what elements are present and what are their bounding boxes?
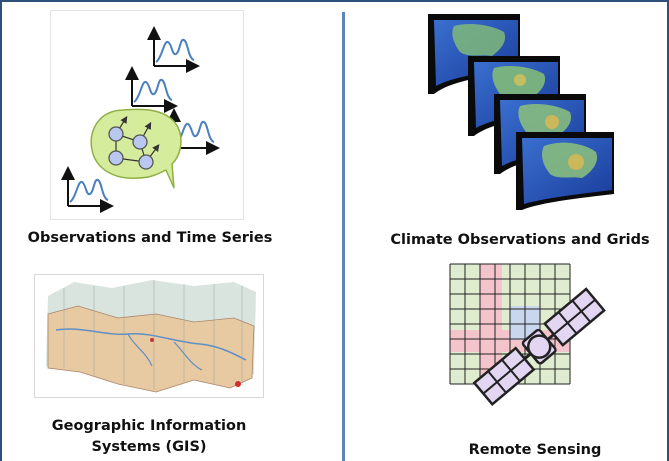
time-series-icon (125, 66, 178, 113)
satellite-icon (472, 287, 606, 407)
terrain-block-icon (34, 274, 264, 398)
time-series-icon (61, 166, 114, 213)
remote-sensing-panel (448, 262, 620, 430)
climate-caption: Climate Observations and Grids (390, 232, 650, 248)
climate-panel (420, 10, 620, 210)
climate-map-frame-4 (516, 132, 614, 210)
time-series-icon (147, 26, 200, 73)
observations-panel (50, 10, 244, 220)
remote-sensing-illustration (449, 263, 606, 407)
gis-caption-line2: Systems (GIS) (91, 439, 207, 455)
map-stack-icon (428, 14, 614, 210)
gis-caption-line1: Geographic Information (51, 418, 247, 434)
observations-caption: Observations and Time Series (27, 230, 273, 246)
network-bubble-icon (90, 108, 182, 189)
observations-illustration (50, 10, 244, 220)
column-divider (342, 12, 345, 461)
remote-sensing-caption: Remote Sensing (468, 442, 602, 458)
gis-panel (34, 274, 264, 398)
